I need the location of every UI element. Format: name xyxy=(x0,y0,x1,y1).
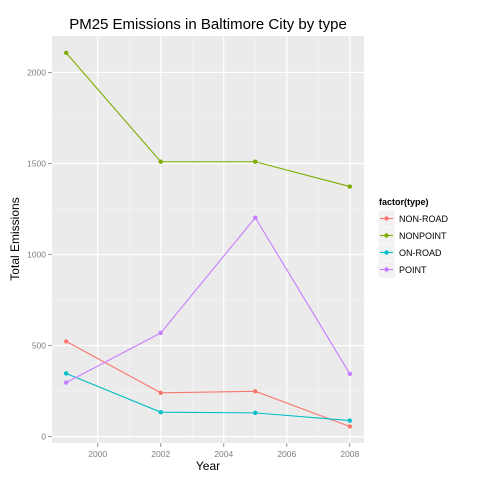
legend-label-nonpoint: NONPOINT xyxy=(399,231,447,241)
y-tick-label: 1000 xyxy=(27,250,46,260)
x-tick-label: 2000 xyxy=(88,449,107,459)
legend-label-non-road: NON-ROAD xyxy=(399,214,448,224)
legend-point-nonpoint xyxy=(384,233,389,238)
data-point-point xyxy=(158,330,163,336)
data-point-on-road xyxy=(347,418,353,423)
data-point-point xyxy=(347,371,353,377)
data-point-on-road xyxy=(158,409,163,415)
legend-label-point: POINT xyxy=(399,265,427,275)
legend-label-on-road: ON-ROAD xyxy=(399,248,442,258)
legend-title: factor(type) xyxy=(379,197,429,207)
x-tick-label: 2008 xyxy=(340,449,359,459)
data-point-nonpoint xyxy=(158,159,163,164)
series-line-point xyxy=(65,216,351,384)
data-point-nonpoint xyxy=(253,159,258,164)
series-points xyxy=(63,50,353,429)
legend: factor(type) NON-ROAD NONPOINT ON-ROAD POIN… xyxy=(377,197,448,279)
data-point-nonpoint xyxy=(63,50,69,56)
data-point-on-road xyxy=(63,371,69,376)
legend-items: NON-ROAD NONPOINT ON-ROAD POINT xyxy=(377,209,448,279)
x-tick-label: 2006 xyxy=(277,449,296,459)
y-axis-label: Total Emissions xyxy=(8,197,22,280)
data-point-nonpoint xyxy=(347,184,353,189)
data-point-on-road xyxy=(253,410,258,416)
legend-point-point xyxy=(384,267,389,272)
legend-point-on-road xyxy=(384,250,389,255)
data-point-non-road xyxy=(158,390,163,395)
series-lines xyxy=(65,52,351,427)
data-point-non-road xyxy=(347,424,353,429)
x-tick-label: 2004 xyxy=(214,449,233,459)
series-line-on-road xyxy=(65,372,350,422)
data-point-non-road xyxy=(63,339,69,344)
y-tick-label: 2000 xyxy=(27,67,46,77)
y-tick-label: 500 xyxy=(32,341,46,351)
legend-point-non-road xyxy=(384,216,389,221)
y-tick-label: 1500 xyxy=(27,158,46,168)
y-axis-ticks: 0 500 1000 1500 2000 xyxy=(27,67,52,442)
data-point-point xyxy=(253,215,258,220)
y-tick-label: 0 xyxy=(41,432,46,442)
plot-panel xyxy=(52,36,364,443)
x-axis-ticks: 2000 2002 2004 2006 2008 xyxy=(88,443,360,459)
chart-title: PM25 Emissions in Baltimore City by type xyxy=(69,16,347,33)
data-point-non-road xyxy=(253,389,258,394)
series-line-non-road xyxy=(65,340,351,427)
x-tick-label: 2002 xyxy=(151,449,170,459)
series-line-nonpoint xyxy=(65,52,350,188)
data-point-point xyxy=(63,380,69,385)
x-axis-label: Year xyxy=(196,459,220,473)
